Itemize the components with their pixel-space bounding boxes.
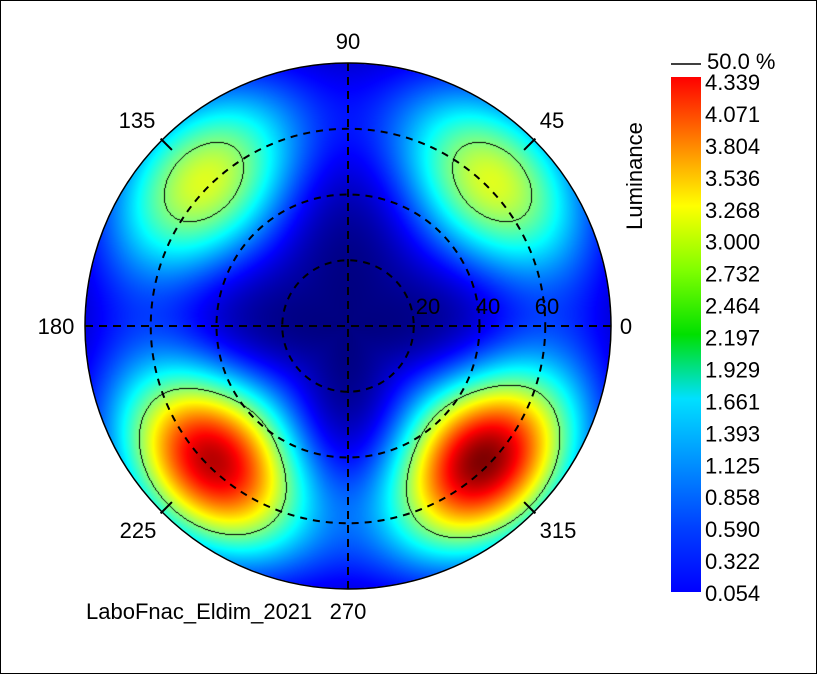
rim-tick-315: [523, 501, 537, 515]
colorbar-tick-label: 0.858: [705, 485, 760, 510]
azimuth-label-315: 315: [540, 518, 577, 543]
radial-label-40: 40: [476, 294, 500, 319]
azimuth-label-0: 0: [620, 314, 632, 339]
colorbar-tick-label: 3.268: [705, 198, 760, 223]
caption-text: LaboFnac_Eldim_2021: [86, 599, 312, 624]
colorbar-gradient: [671, 77, 701, 592]
azimuth-label-270: 270: [330, 599, 367, 624]
colorbar-tick-label: 2.732: [705, 262, 760, 287]
radial-label-20: 20: [416, 294, 440, 319]
azimuth-label-225: 225: [120, 518, 157, 543]
contour-legend-label: 50.0 %: [707, 49, 776, 74]
colorbar-tick-label: 3.536: [705, 166, 760, 191]
azimuth-label-135: 135: [119, 108, 156, 133]
colorbar-tick-label: 0.322: [705, 549, 760, 574]
colorbar-tick-label: 0.054: [705, 581, 760, 606]
rim-tick-135: [159, 137, 173, 151]
rim-tick-45: [523, 137, 537, 151]
radial-label-60: 60: [535, 294, 559, 319]
colorbar-label: Luminance: [622, 122, 647, 230]
colorbar-tick-label: 2.197: [705, 326, 760, 351]
colorbar-tick-label: 3.000: [705, 230, 760, 255]
azimuth-label-90: 90: [336, 29, 360, 54]
colorbar-tick-label: 0.590: [705, 517, 760, 542]
colorbar-tick-label: 1.929: [705, 357, 760, 382]
colorbar-ticks: 4.339 4.071 3.804 3.536 3.268 3.000 2.732 2.464…: [705, 70, 760, 606]
rim-tick-225: [159, 501, 173, 515]
colorbar-tick-label: 1.393: [705, 421, 760, 446]
colorbar-tick-label: 1.661: [705, 389, 760, 414]
colorbar-tick-label: 2.464: [705, 294, 760, 319]
azimuth-label-180: 180: [38, 314, 75, 339]
azimuth-label-45: 45: [540, 108, 564, 133]
colorbar-tick-label: 3.804: [705, 134, 760, 159]
colorbar-tick-label: 4.339: [705, 70, 760, 95]
colorbar-tick-label: 4.071: [705, 102, 760, 127]
colorbar-tick-label: 1.125: [705, 453, 760, 478]
radial-ring-60: [149, 127, 547, 525]
diagonal-ticks: [159, 137, 537, 515]
